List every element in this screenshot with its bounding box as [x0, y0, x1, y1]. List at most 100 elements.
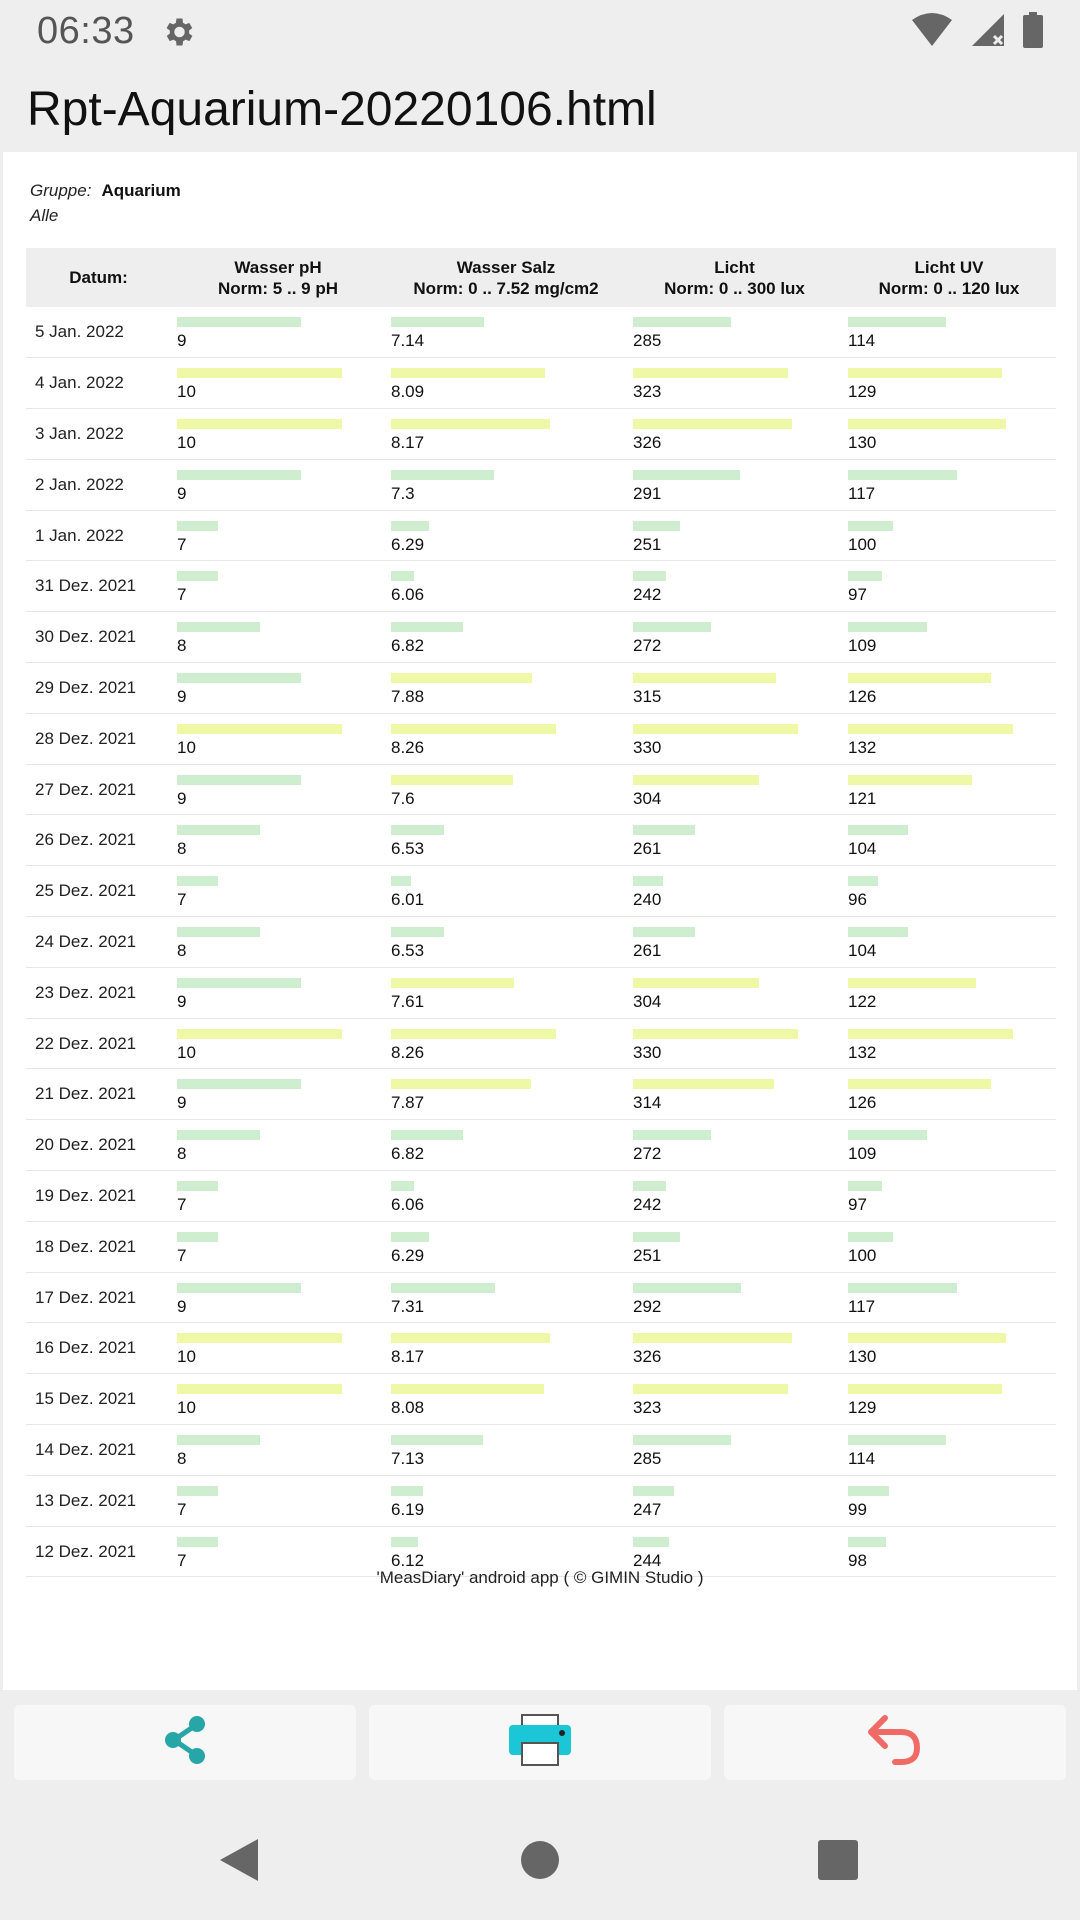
filter-label: Alle: [30, 206, 59, 225]
value-bar: [391, 723, 556, 734]
cell-licht: 330: [627, 713, 842, 765]
value-number: 98: [848, 1550, 867, 1570]
value-number: 9: [177, 1296, 187, 1316]
value-bar: [633, 469, 740, 480]
cell-uv: 109: [842, 1119, 1056, 1172]
value-bar: [391, 1231, 429, 1242]
value-number: 323: [633, 1398, 662, 1418]
home-circle-icon[interactable]: [510, 1830, 570, 1890]
cell-licht: 285: [627, 307, 842, 359]
table-row: 24 Dez. 2021 8 6.53 261 104: [26, 916, 1056, 968]
value-bar: [391, 977, 514, 988]
value-bar: [633, 1079, 774, 1090]
value-bar: [391, 1384, 544, 1395]
cell-salz: 6.29: [385, 1221, 627, 1273]
share-button[interactable]: [14, 1705, 356, 1780]
value-bar: [848, 1282, 957, 1293]
value-number: 7.6: [391, 788, 415, 808]
cell-licht: 242: [627, 560, 842, 613]
value-bar: [633, 673, 776, 684]
value-number: 8.08: [391, 1398, 425, 1418]
cell-ph: 10: [171, 357, 385, 410]
value-bar: [177, 469, 301, 480]
value-number: 7: [177, 585, 187, 605]
table-row: 15 Dez. 2021 10 8.08 323 129: [26, 1373, 1056, 1426]
value-bar: [177, 1435, 260, 1446]
value-number: 326: [633, 433, 662, 453]
value-bar: [633, 1231, 680, 1242]
value-bar: [633, 419, 792, 430]
cell-ph: 8: [171, 611, 385, 664]
value-number: 100: [848, 1245, 877, 1265]
value-number: 285: [633, 331, 662, 350]
cell-uv: 117: [842, 1272, 1056, 1324]
value-number: 8.09: [391, 382, 425, 402]
cell-ph: 10: [171, 408, 385, 460]
value-bar: [177, 419, 342, 430]
cell-ph: 9: [171, 662, 385, 714]
cell-salz: 6.82: [385, 1119, 627, 1172]
value-bar: [848, 977, 976, 988]
value-bar: [177, 927, 260, 938]
value-number: 97: [848, 1195, 867, 1215]
row-date: 2 Jan. 2022: [26, 459, 171, 511]
table-row: 27 Dez. 2021 9 7.6 304 121: [26, 764, 1056, 816]
value-number: 8: [177, 636, 187, 656]
value-bar: [633, 1333, 792, 1344]
cell-ph: 7: [171, 1526, 385, 1578]
value-number: 129: [848, 1398, 877, 1418]
back-button[interactable]: [724, 1705, 1066, 1780]
cell-licht: 315: [627, 662, 842, 714]
value-number: 304: [633, 788, 662, 808]
value-bar: [848, 571, 882, 582]
table-row: 26 Dez. 2021 8 6.53 261 104: [26, 814, 1056, 867]
value-number: 132: [848, 737, 877, 757]
cell-licht: 314: [627, 1068, 842, 1121]
table-row: 20 Dez. 2021 8 6.82 272 109: [26, 1119, 1056, 1172]
value-number: 9: [177, 687, 187, 707]
value-bar: [391, 1536, 418, 1547]
cell-licht: 240: [627, 865, 842, 918]
value-number: 7.61: [391, 991, 425, 1011]
cell-ph: 7: [171, 510, 385, 562]
action-bar: [0, 1700, 1080, 1780]
print-button[interactable]: [369, 1705, 711, 1780]
gear-icon: [160, 14, 196, 50]
back-triangle-icon[interactable]: [210, 1830, 270, 1890]
row-date: 24 Dez. 2021: [26, 916, 171, 968]
table-header-row: Datum: Wasser pH Norm: 5 .. 9 pH Wasser S…: [26, 248, 1056, 307]
value-bar: [177, 977, 301, 988]
value-bar: [633, 1485, 674, 1496]
value-number: 261: [633, 941, 662, 961]
battery-icon: [1022, 11, 1044, 53]
table-row: 25 Dez. 2021 7 6.01 240 96: [26, 865, 1056, 918]
table-row: 12 Dez. 2021 7 6.12 244 98: [26, 1526, 1056, 1578]
value-bar: [391, 419, 550, 430]
value-number: 7: [177, 1245, 187, 1265]
cell-ph: 8: [171, 916, 385, 968]
row-date: 25 Dez. 2021: [26, 865, 171, 918]
value-number: 6.06: [391, 585, 425, 605]
value-number: 242: [633, 585, 662, 605]
value-bar: [177, 673, 301, 684]
value-number: 9: [177, 331, 187, 350]
cell-uv: 130: [842, 1322, 1056, 1375]
value-bar: [177, 1384, 342, 1395]
value-number: 240: [633, 890, 662, 910]
cell-salz: 6.06: [385, 560, 627, 613]
cell-ph: 8: [171, 1424, 385, 1476]
table-row: 14 Dez. 2021 8 7.13 285 114: [26, 1424, 1056, 1476]
recents-square-icon[interactable]: [808, 1830, 868, 1890]
value-number: 132: [848, 1042, 877, 1062]
value-bar: [391, 469, 494, 480]
value-number: 10: [177, 1347, 196, 1367]
cell-licht: 291: [627, 459, 842, 511]
cell-ph: 10: [171, 1018, 385, 1070]
value-bar: [177, 368, 342, 379]
value-number: 314: [633, 1093, 662, 1113]
value-bar: [633, 622, 711, 633]
value-number: 7: [177, 890, 187, 910]
cell-ph: 8: [171, 1119, 385, 1172]
cell-salz: 8.26: [385, 713, 627, 765]
value-number: 6.01: [391, 890, 425, 910]
